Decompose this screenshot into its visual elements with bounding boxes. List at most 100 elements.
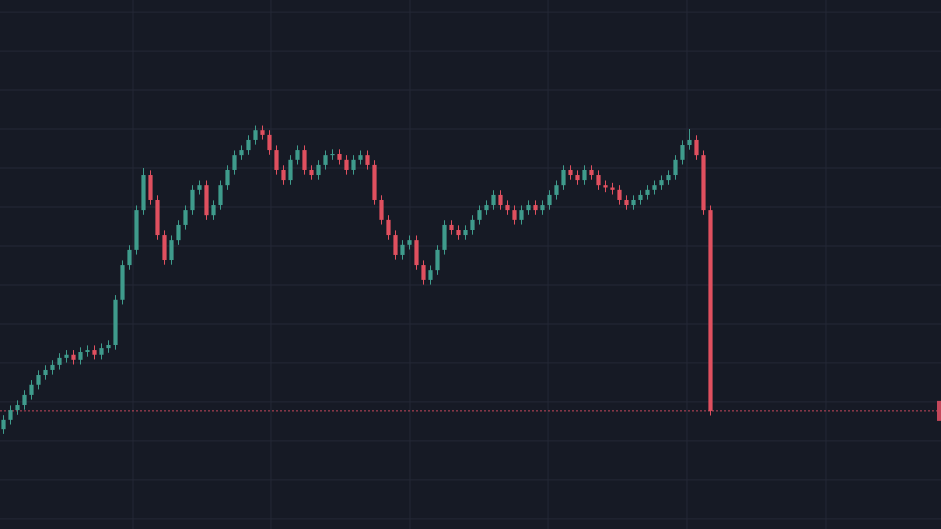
candle-body xyxy=(155,199,160,236)
candle-body xyxy=(127,249,132,266)
candle-body xyxy=(50,364,55,370)
candle-body xyxy=(1,419,6,430)
candle-body xyxy=(183,210,188,225)
candle-body xyxy=(99,348,104,355)
candle-body xyxy=(694,139,699,156)
candle-body xyxy=(386,219,391,236)
candle-body xyxy=(638,194,643,200)
candle-body xyxy=(631,199,636,206)
candle-body xyxy=(666,175,671,181)
candle-body xyxy=(190,189,195,211)
candle-body xyxy=(687,139,692,146)
candle-body xyxy=(673,159,678,176)
candle-body xyxy=(323,155,328,165)
candle-body xyxy=(421,265,426,280)
candle-body xyxy=(267,134,272,151)
candle-body xyxy=(512,210,517,220)
candle-body xyxy=(393,235,398,255)
candle-body xyxy=(71,354,76,360)
candle-body xyxy=(239,150,244,156)
candle-body xyxy=(337,153,342,160)
candle-body xyxy=(463,230,468,236)
candle-body xyxy=(617,189,622,200)
candle-body xyxy=(295,150,300,160)
candle-body xyxy=(302,150,307,170)
candle-body xyxy=(365,155,370,165)
candle-body xyxy=(624,199,629,206)
candle-body xyxy=(246,139,251,151)
candle-body xyxy=(309,169,314,176)
candle-body xyxy=(645,189,650,195)
candle-body xyxy=(568,169,573,176)
candle-body xyxy=(78,352,83,360)
candle-body xyxy=(281,169,286,181)
candle-body xyxy=(442,224,447,250)
candle-body xyxy=(232,155,237,170)
candle-body xyxy=(470,219,475,230)
candle-body xyxy=(652,185,657,190)
candle-body xyxy=(36,375,41,385)
candle-body xyxy=(533,205,538,211)
candle-body xyxy=(148,175,153,200)
candle-body xyxy=(260,130,265,135)
candle-body xyxy=(274,150,279,170)
candle-body xyxy=(120,265,125,300)
candle-body xyxy=(400,244,405,255)
candle-body xyxy=(554,185,559,195)
candle-body xyxy=(29,384,34,395)
candle-body xyxy=(407,240,412,245)
candle-body xyxy=(134,210,139,250)
candle-body xyxy=(589,169,594,176)
candle-body xyxy=(288,159,293,181)
candle-body xyxy=(197,185,202,190)
candle-body xyxy=(15,405,20,411)
candle-body xyxy=(316,164,321,176)
candle-body xyxy=(414,240,419,266)
candle-body xyxy=(610,187,615,190)
candle-body xyxy=(540,205,545,211)
candle-body xyxy=(204,185,209,216)
candle-body xyxy=(435,249,440,271)
candle-body xyxy=(211,205,216,216)
candle-body xyxy=(358,155,363,160)
candle-body xyxy=(22,394,27,406)
candle-body xyxy=(106,345,111,349)
candle-body xyxy=(505,205,510,211)
candle-body xyxy=(57,357,62,365)
candle-body xyxy=(225,169,230,186)
candle-body xyxy=(701,155,706,211)
candle-body xyxy=(92,350,97,355)
candle-body xyxy=(85,350,90,353)
candle-body xyxy=(330,153,335,156)
candle-body xyxy=(351,159,356,170)
candle-body xyxy=(64,354,69,358)
candle-body xyxy=(162,235,167,261)
candle-body xyxy=(113,299,118,345)
candle-body xyxy=(680,145,685,160)
candle-body xyxy=(8,410,13,420)
candle-body xyxy=(547,194,552,206)
price-marker xyxy=(937,400,941,421)
candle-body xyxy=(169,240,174,261)
candle-body xyxy=(561,169,566,186)
candle-body xyxy=(603,185,608,188)
candle-body xyxy=(526,205,531,211)
candle-body xyxy=(344,159,349,170)
candle-body xyxy=(428,270,433,280)
candle-body xyxy=(596,175,601,186)
candle-body xyxy=(43,369,48,376)
candle-body xyxy=(477,210,482,220)
candle-body xyxy=(456,230,461,236)
candle-body xyxy=(575,175,580,181)
candle-body xyxy=(176,224,181,241)
candle-body xyxy=(218,185,223,206)
candle-body xyxy=(582,169,587,181)
candle-body xyxy=(491,194,496,206)
candle-body xyxy=(659,180,664,186)
candle-body xyxy=(372,164,377,200)
candle-body xyxy=(519,210,524,220)
candle-body xyxy=(484,205,489,211)
